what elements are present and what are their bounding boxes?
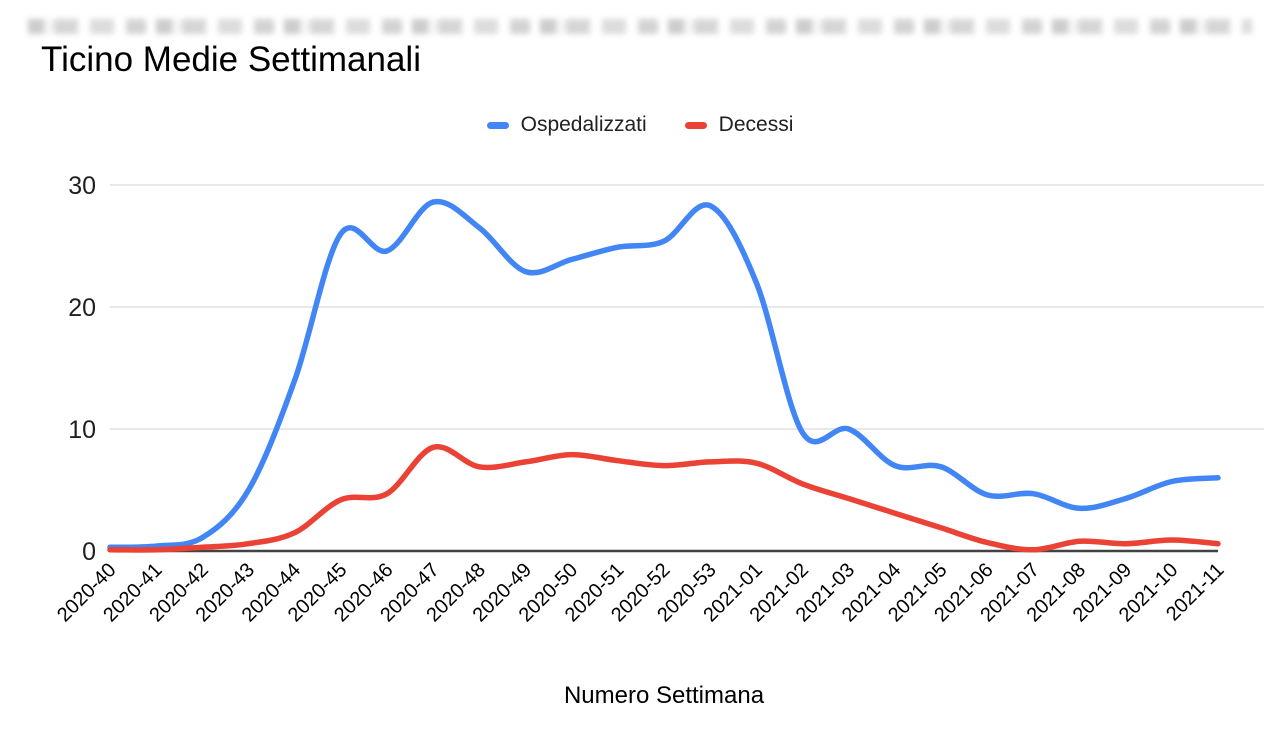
legend-swatch-red-icon xyxy=(684,121,707,129)
legend-item-ospedalizzati: Ospedalizzati xyxy=(486,113,647,137)
y-tick-label-30: 30 xyxy=(68,172,96,200)
blurred-top-strip xyxy=(28,19,1252,34)
y-tick-label-10: 10 xyxy=(68,416,96,444)
chart-title: Ticino Medie Settimanali xyxy=(41,40,421,79)
legend-item-decessi: Decessi xyxy=(684,113,794,137)
legend-label-ospedalizzati: Ospedalizzati xyxy=(520,113,647,136)
legend-label-decessi: Decessi xyxy=(718,113,794,136)
chart-legend: Ospedalizzati Decessi xyxy=(0,113,1280,137)
x-axis-title: Numero Settimana xyxy=(563,682,765,709)
legend-swatch-blue-icon xyxy=(486,121,509,129)
series-line-decessi xyxy=(107,444,1221,553)
y-tick-label-20: 20 xyxy=(68,294,96,322)
y-tick-label-0: 0 xyxy=(82,538,96,566)
series-line-ospedalizzati xyxy=(107,198,1221,551)
